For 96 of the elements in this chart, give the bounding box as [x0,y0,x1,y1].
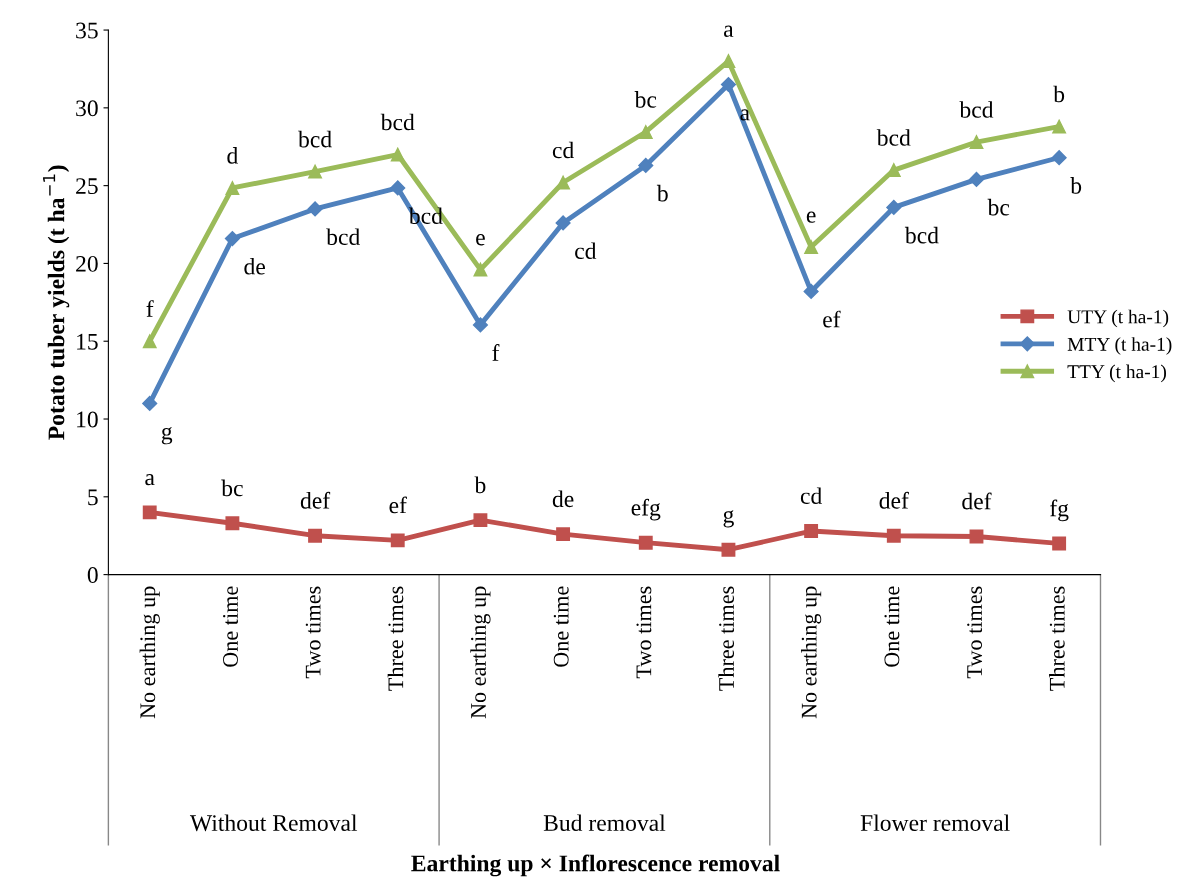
point [307,201,323,217]
data-label: f [492,344,500,361]
y-tick-label: 15 [77,333,98,350]
point [556,527,571,542]
y-tick-label: 0 [87,567,98,584]
data-label: ef [823,310,841,328]
x-tick-label: No earthing up [139,586,160,719]
data-label: g [161,427,173,445]
x-tick-label: Two times [967,586,983,679]
data-label: fg [1050,499,1069,522]
y-axis-title: Potato tuber yields (t ha$^{−1}$) [43,165,70,440]
data-label: def [879,491,909,509]
point [142,395,158,412]
x-tick-label: Two times [636,586,652,679]
data-label: b [1070,177,1082,194]
point [886,528,901,543]
point [721,542,736,557]
text: Without Removal [189,814,358,832]
point [638,157,654,173]
data-label: cd [800,487,822,505]
data-label: bcd [298,130,332,148]
data-label: bcd [904,226,939,244]
data-label: g [723,510,734,528]
data-label: bcd [959,101,994,118]
data-label: b [474,476,486,494]
point [308,164,323,179]
point [225,181,240,195]
point [804,240,819,255]
point [968,171,985,187]
point [142,334,157,349]
x-tick-label: One time [223,586,238,667]
point [224,230,240,247]
point [142,505,157,520]
data-label: bcd [380,113,415,131]
x-tick-label: Three times [718,586,735,691]
point [1052,536,1067,551]
data-label: bc [987,198,1010,216]
point [969,135,984,150]
data-label: efg [631,498,661,521]
x-tick-label: Three times [1049,586,1065,691]
y-tick-label: 25 [76,178,98,195]
data-label: e [806,211,816,223]
data-label: cd [575,242,597,260]
data-label: a [145,474,155,486]
x-tick-label: One time [553,586,569,667]
point [720,76,737,93]
point [225,516,240,531]
point [721,54,736,69]
data-label: b [1053,85,1065,103]
data-label: a [724,25,734,37]
point [390,147,405,162]
data-label: def [962,492,992,510]
point [473,513,488,528]
data-label: cd [552,141,574,159]
x-tick-label: Two times [305,586,321,679]
data-label: ef [389,496,407,514]
point [638,125,653,139]
data-label: bc [221,479,243,497]
data-label: e [476,234,485,246]
data-label: def [300,491,331,509]
x-tick-label: No earthing up [801,586,822,719]
y-tick-label: 35 [76,22,98,39]
data-label: de [244,257,265,275]
data-label: d [227,147,239,164]
y-tick-label: 20 [76,255,98,272]
point [390,533,405,548]
point [556,175,571,190]
point [638,535,653,550]
text: Earthing up × Inflorescence removal [411,854,780,877]
data-label: f [146,300,154,317]
y-tick-label: 10 [77,411,98,428]
x-tick-label: One time [884,586,900,667]
point [472,317,488,333]
point [390,180,406,196]
point [1051,150,1067,166]
point [1052,119,1067,134]
legend-label: TTY (t ha-1) [1067,364,1167,383]
data-label: bcd [876,129,911,146]
point [804,524,819,538]
point [803,283,819,300]
y-tick-label: 30 [76,100,98,117]
x-tick-label: Three times [387,586,404,691]
y-tick-label: 5 [88,489,98,506]
text: Bud removal [543,814,666,831]
text: Flower removal [860,814,1010,831]
legend-label: MTY (t ha-1) [1067,337,1172,355]
legend-label: UTY (t ha-1) [1067,309,1169,328]
x-tick-label: No earthing up [470,586,491,719]
point [555,215,571,231]
data-label: b [656,184,668,202]
data-label: bc [634,91,657,108]
point [473,262,488,277]
point [886,199,902,215]
data-label: de [552,490,574,508]
point [308,528,323,543]
data-label: bcd [326,228,360,246]
